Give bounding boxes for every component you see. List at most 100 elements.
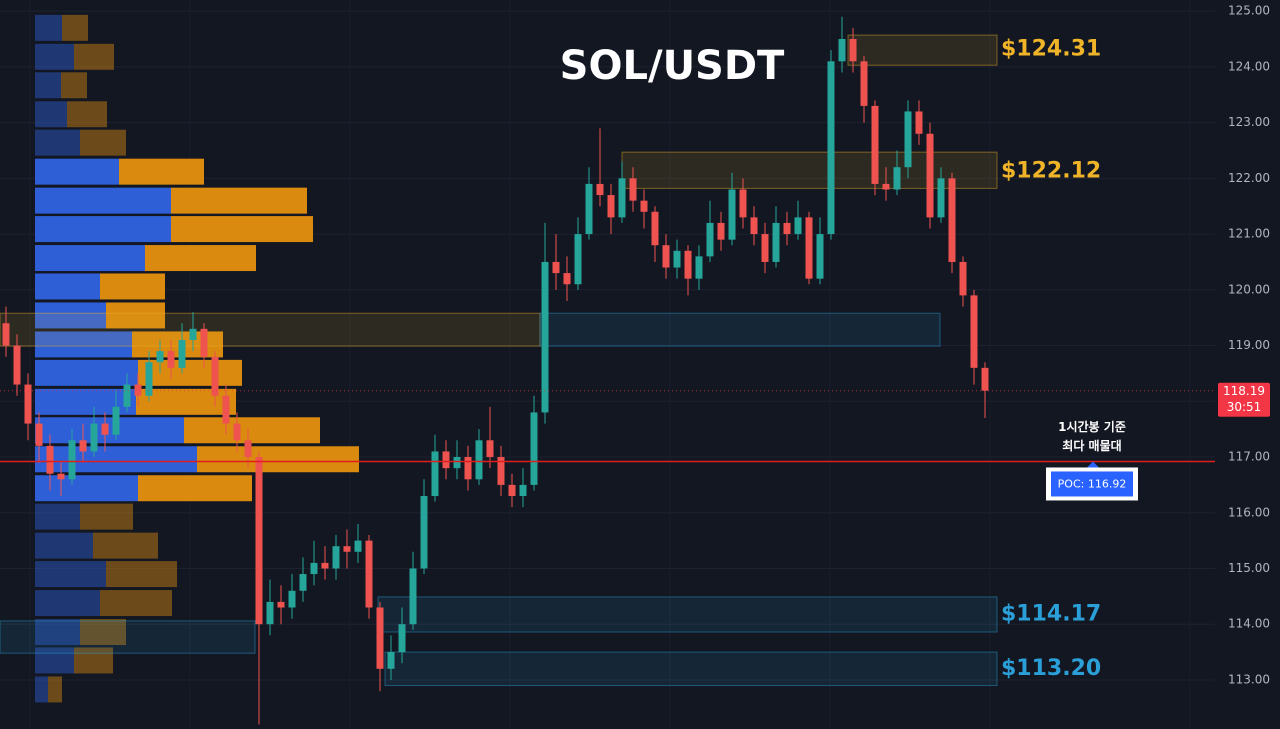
profile-sell-bar — [80, 503, 133, 530]
candle-body — [684, 250, 692, 279]
candle-body — [255, 457, 263, 625]
zone-price-label: $124.31 — [1001, 37, 1101, 62]
candle-body — [959, 261, 967, 296]
candle-body — [101, 423, 109, 435]
candle-body — [849, 39, 857, 62]
candle-body — [695, 256, 703, 279]
profile-sell-bar — [67, 101, 107, 128]
poc-pointer — [1087, 461, 1099, 468]
candle-body — [156, 351, 164, 363]
profile-buy-bar — [35, 216, 171, 243]
candle-body — [310, 562, 318, 575]
profile-sell-bar — [138, 359, 242, 386]
profile-sell-bar — [132, 331, 223, 358]
countdown: 30:51 — [1227, 400, 1262, 414]
profile-buy-bar — [35, 129, 80, 156]
candle-body — [772, 222, 780, 262]
candle-body — [409, 568, 417, 625]
y-tick-label: 120.00 — [1228, 282, 1270, 296]
candle-body — [134, 384, 142, 396]
volume-profile — [35, 14, 359, 703]
candle-body — [13, 345, 21, 385]
candle-body — [915, 111, 923, 134]
profile-buy-bar — [35, 503, 80, 530]
profile-sell-bar — [184, 417, 320, 444]
candle-body — [552, 261, 560, 274]
candle-body — [24, 384, 32, 424]
candle-body — [387, 652, 395, 669]
candle-body — [904, 111, 912, 168]
price-zone — [0, 312, 541, 347]
candle-body — [882, 183, 890, 190]
candle-body — [706, 222, 714, 257]
profile-buy-bar — [35, 561, 106, 588]
candle-body — [893, 167, 901, 190]
profile-buy-bar — [35, 619, 80, 646]
profile-sell-bar — [197, 446, 359, 473]
candle-body — [46, 445, 54, 474]
candle-body — [343, 546, 351, 552]
profile-sell-bar — [48, 676, 62, 703]
candle-body — [662, 245, 670, 268]
candle-body — [332, 546, 340, 569]
price-zone — [847, 34, 998, 66]
candle-body — [618, 178, 626, 218]
profile-sell-bar — [80, 129, 126, 156]
price-zone — [539, 312, 941, 347]
profile-sell-bar — [119, 158, 204, 185]
candle-body — [871, 105, 879, 184]
candle-body — [794, 217, 802, 235]
candle-body — [376, 607, 384, 669]
y-tick-label: 113.00 — [1228, 672, 1270, 686]
y-tick-label: 115.00 — [1228, 561, 1270, 575]
poc-label: POC: 116.92 — [1058, 477, 1127, 490]
profile-buy-bar — [35, 43, 74, 70]
profile-buy-bar — [35, 676, 48, 703]
candle-body — [981, 367, 989, 391]
candle-body — [112, 406, 120, 435]
profile-sell-bar — [100, 273, 165, 300]
candle-body — [200, 328, 208, 357]
candle-body — [354, 540, 362, 552]
candle-body — [761, 234, 769, 262]
profile-buy-bar — [35, 417, 184, 444]
profile-buy-bar — [35, 302, 106, 329]
candle-body — [288, 590, 296, 608]
candle-body — [464, 457, 472, 480]
profile-buy-bar — [35, 158, 119, 185]
profile-sell-bar — [171, 187, 307, 214]
candle-body — [123, 384, 131, 407]
profile-buy-bar — [35, 532, 93, 559]
profile-sell-bar — [106, 561, 177, 588]
candle-body — [35, 423, 43, 446]
candle-body — [475, 440, 483, 480]
candle-body — [717, 222, 725, 240]
profile-buy-bar — [35, 359, 138, 386]
profile-buy-bar — [35, 72, 61, 99]
profile-buy-bar — [35, 475, 138, 502]
profile-sell-bar — [106, 302, 165, 329]
y-tick-label: 123.00 — [1228, 115, 1270, 129]
candle-body — [453, 457, 461, 469]
candle-body — [244, 440, 252, 458]
candle-body — [937, 178, 945, 218]
y-tick-label: 125.00 — [1228, 4, 1270, 18]
candle-body — [486, 440, 494, 458]
profile-sell-bar — [145, 245, 256, 272]
annotation: 1시간봉 기준 — [1058, 419, 1126, 434]
candle-body — [816, 234, 824, 279]
last-price-label: 118.19 — [1223, 384, 1265, 398]
zone-price-label: $114.17 — [1001, 602, 1101, 627]
candle-body — [563, 273, 571, 285]
profile-buy-bar — [35, 446, 197, 473]
candle-body — [607, 195, 615, 218]
profile-buy-bar — [35, 101, 67, 128]
price-zone — [384, 651, 998, 687]
profile-sell-bar — [74, 43, 114, 70]
candle-body — [860, 61, 868, 106]
chart-title: SOL/USDT — [560, 43, 785, 89]
profile-buy-bar — [35, 647, 74, 674]
candle-body — [497, 457, 505, 485]
candle-body — [750, 217, 758, 235]
